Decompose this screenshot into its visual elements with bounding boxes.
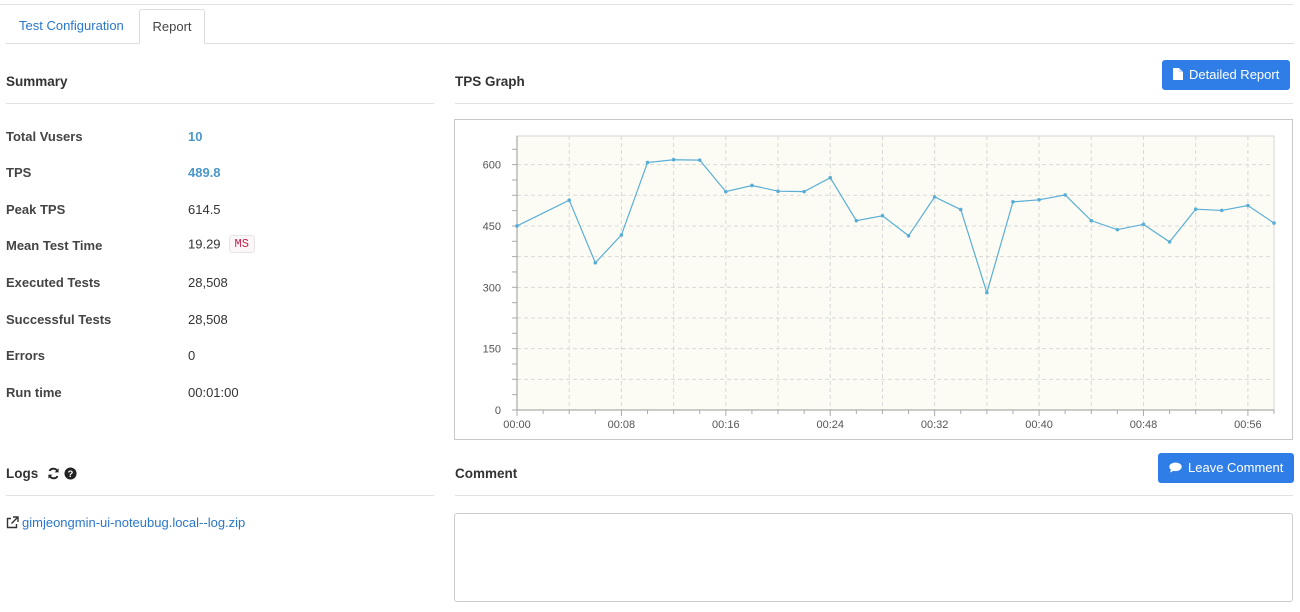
detailed-report-button[interactable]: Detailed Report [1162, 60, 1291, 91]
y-tick-label: 600 [483, 160, 501, 172]
x-tick-label: 00:56 [1234, 419, 1262, 431]
comment-textarea[interactable] [454, 513, 1293, 602]
comment-icon [1169, 454, 1182, 484]
tps-data-point [645, 160, 650, 165]
tps-graph-panel: 0 150 300 450 600 00:00 00:08 00:16 00:24 00:32 00… [454, 119, 1293, 440]
external-link-icon [6, 516, 19, 532]
tps-data-point [828, 175, 833, 180]
tps-data-point [1115, 227, 1120, 232]
tps-data-point [906, 233, 911, 238]
tps-data-point [671, 157, 676, 162]
summary-value-tps[interactable]: 489.8 [188, 165, 221, 180]
tps-data-point [515, 224, 519, 228]
log-file-name: gimjeongmin-ui-noteubug.local--log.zip [22, 515, 246, 530]
tps-line-chart: 0 150 300 450 600 00:00 00:08 00:16 00:24 00:32 00… [483, 135, 1276, 431]
plot-area [516, 135, 1275, 411]
tps-data-point [932, 195, 937, 199]
x-tick-label: 00:40 [1025, 419, 1053, 431]
tps-data-point [854, 218, 859, 223]
x-tick-label: 00:32 [921, 419, 949, 431]
tps-data-point [1011, 200, 1015, 204]
y-tick-label: 0 [495, 405, 501, 417]
tab-test-configuration[interactable]: Test Configuration [19, 18, 124, 33]
tps-data-point [619, 233, 624, 237]
summary-label-mean-test-time: Mean Test Time [6, 238, 103, 253]
summary-value-run-time: 00:01:00 [188, 385, 239, 400]
leave-comment-button[interactable]: Leave Comment [1158, 453, 1295, 484]
detailed-report-label: Detailed Report [1189, 67, 1280, 82]
tps-data-point [1193, 207, 1198, 212]
top-divider [0, 4, 1294, 5]
tps-data-point [593, 260, 598, 265]
summary-label-successful-tests: Successful Tests [6, 312, 112, 327]
logs-divider [6, 495, 434, 496]
summary-label-total-vusers: Total Vusers [6, 129, 83, 144]
tps-graph-title: TPS Graph [455, 74, 525, 89]
tab-report[interactable]: Report [139, 9, 205, 44]
logs-title: Logs [6, 466, 39, 481]
leave-comment-label: Leave Comment [1188, 460, 1284, 475]
tps-data-point [1167, 240, 1172, 244]
summary-label-tps: TPS [6, 165, 32, 180]
tps-data-point [1063, 193, 1067, 197]
tps-data-point [697, 158, 702, 162]
log-file-link[interactable]: gimjeongmin-ui-noteubug.local--log.zip [6, 515, 245, 532]
summary-label-errors: Errors [6, 348, 46, 363]
logs-title-wrap: Logs ? [6, 466, 77, 483]
graph-divider [455, 103, 1293, 104]
summary-value-successful-tests: 28,508 [188, 312, 228, 327]
x-tick-label: 00:48 [1130, 419, 1158, 431]
y-tick-label: 300 [483, 282, 501, 294]
y-tick-label: 450 [483, 221, 501, 233]
summary-label-executed-tests: Executed Tests [6, 275, 101, 290]
comment-title: Comment [455, 466, 518, 481]
svg-text:?: ? [67, 469, 73, 479]
tps-data-point [880, 213, 885, 218]
tps-data-point [1141, 222, 1146, 227]
tps-data-point [958, 207, 963, 212]
tps-data-point [567, 198, 572, 203]
summary-value-errors: 0 [188, 348, 196, 363]
tps-data-point [1246, 203, 1250, 208]
tab-bar: Test Configuration Report [6, 9, 1294, 44]
logs-actions: ? [47, 467, 77, 483]
tps-data-point [724, 189, 728, 194]
x-tick-label: 00:24 [816, 419, 844, 431]
summary-divider [6, 103, 434, 104]
summary-value-mean-test-time: 19.29 [188, 236, 221, 252]
summary-title: Summary [6, 74, 68, 89]
y-tick-label: 150 [483, 344, 501, 356]
refresh-icon[interactable] [47, 467, 60, 480]
x-tick-label: 00:00 [503, 419, 531, 431]
tps-data-point [985, 290, 989, 295]
tps-data-point [1219, 208, 1224, 213]
question-circle-icon[interactable]: ? [64, 467, 77, 480]
tps-data-point [802, 189, 806, 194]
tps-data-point [1037, 197, 1041, 202]
summary-value-total-vusers[interactable]: 10 [188, 129, 203, 144]
summary-label-peak-tps: Peak TPS [6, 202, 66, 217]
summary-value-peak-tps: 614.5 [188, 202, 221, 217]
summary-value-mean-test-time-wrap: 19.29 MS [188, 235, 255, 253]
tps-data-point [750, 183, 754, 188]
summary-value-executed-tests: 28,508 [188, 275, 228, 290]
x-tick-label: 00:08 [608, 419, 636, 431]
file-icon [1173, 61, 1183, 91]
summary-label-run-time: Run time [6, 385, 62, 400]
ms-unit-badge: MS [228, 235, 255, 253]
tps-data-point [1272, 221, 1276, 225]
comment-divider [455, 495, 1293, 496]
tps-data-point [1089, 218, 1094, 223]
tps-data-point [776, 189, 780, 194]
x-tick-label: 00:16 [712, 419, 740, 431]
